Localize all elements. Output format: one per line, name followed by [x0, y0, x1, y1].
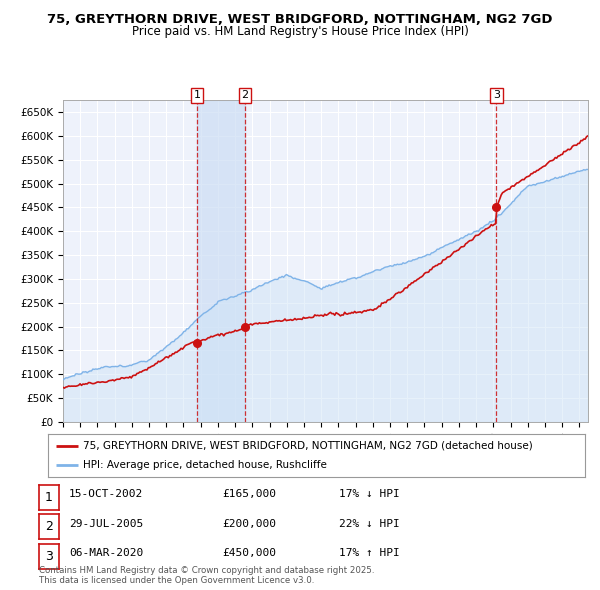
Text: HPI: Average price, detached house, Rushcliffe: HPI: Average price, detached house, Rush…: [83, 460, 327, 470]
Text: £200,000: £200,000: [222, 519, 276, 529]
Text: 75, GREYTHORN DRIVE, WEST BRIDGFORD, NOTTINGHAM, NG2 7GD: 75, GREYTHORN DRIVE, WEST BRIDGFORD, NOT…: [47, 13, 553, 26]
Text: 29-JUL-2005: 29-JUL-2005: [69, 519, 143, 529]
Text: 22% ↓ HPI: 22% ↓ HPI: [339, 519, 400, 529]
Text: Price paid vs. HM Land Registry's House Price Index (HPI): Price paid vs. HM Land Registry's House …: [131, 25, 469, 38]
Bar: [197, 100, 245, 422]
Text: 3: 3: [45, 550, 53, 563]
Text: 3: 3: [493, 90, 500, 100]
Text: 2: 2: [45, 520, 53, 533]
Text: Contains HM Land Registry data © Crown copyright and database right 2025.
This d: Contains HM Land Registry data © Crown c…: [39, 566, 374, 585]
Text: 15-OCT-2002: 15-OCT-2002: [69, 490, 143, 499]
Text: 17% ↓ HPI: 17% ↓ HPI: [339, 490, 400, 499]
Text: 1: 1: [45, 491, 53, 504]
Text: £450,000: £450,000: [222, 549, 276, 558]
Text: 75, GREYTHORN DRIVE, WEST BRIDGFORD, NOTTINGHAM, NG2 7GD (detached house): 75, GREYTHORN DRIVE, WEST BRIDGFORD, NOT…: [83, 441, 533, 451]
Text: 2: 2: [241, 90, 248, 100]
Text: £165,000: £165,000: [222, 490, 276, 499]
Text: 17% ↑ HPI: 17% ↑ HPI: [339, 549, 400, 558]
Text: 06-MAR-2020: 06-MAR-2020: [69, 549, 143, 558]
Text: 1: 1: [194, 90, 200, 100]
